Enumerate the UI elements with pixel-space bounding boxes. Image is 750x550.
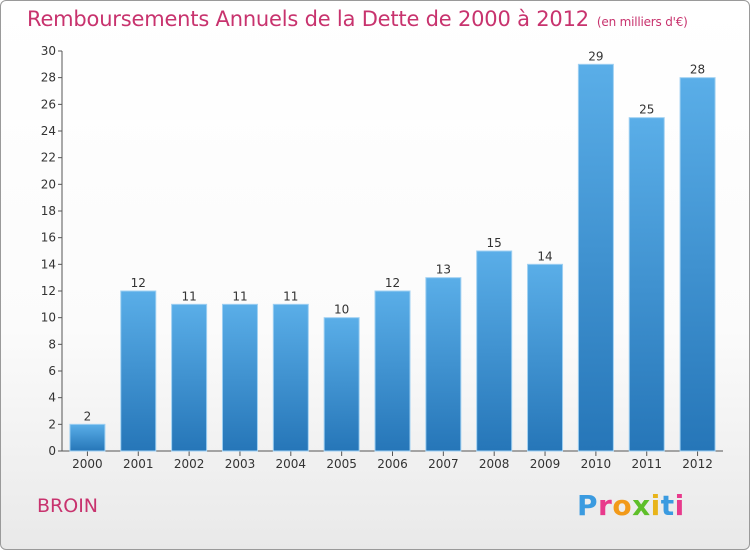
bar-2010 — [577, 63, 614, 452]
logo-letter: x — [632, 489, 651, 522]
x-tick-label: 2010 — [581, 457, 612, 471]
bar-2009 — [527, 263, 564, 452]
logo-letter: P — [577, 489, 599, 522]
chart-unit: (en milliers d'€) — [596, 15, 688, 29]
logo-letter: i — [650, 489, 661, 522]
x-tick-label: 2005 — [326, 457, 357, 471]
bar-value-label: 11 — [232, 289, 247, 303]
y-tick-label: 2 — [48, 417, 56, 431]
bar-value-label: 29 — [588, 49, 603, 63]
location-name: BROIN — [37, 495, 99, 517]
y-tick-label: 12 — [41, 284, 56, 298]
bar-2007 — [425, 277, 462, 452]
y-tick-label: 24 — [41, 124, 56, 138]
x-tick-label: 2004 — [276, 457, 307, 471]
bar-value-label: 25 — [639, 103, 654, 117]
x-tick-label: 2006 — [377, 457, 408, 471]
bar-value-label: 11 — [181, 289, 196, 303]
bar-2002 — [171, 303, 208, 452]
bar-value-label: 2 — [84, 409, 92, 423]
bar-2004 — [272, 303, 309, 452]
y-tick-label: 10 — [41, 311, 56, 325]
bar-2001 — [120, 290, 157, 452]
x-tick-label: 2001 — [123, 457, 154, 471]
bar-value-label: 12 — [131, 276, 146, 290]
bar-2003 — [221, 303, 258, 452]
proxiti-logo: Proxiti — [577, 489, 685, 522]
bar-2008 — [476, 250, 513, 452]
y-tick-label: 26 — [41, 97, 56, 111]
logo-letter: o — [612, 489, 633, 522]
y-tick-label: 14 — [41, 257, 56, 271]
y-tick-label: 22 — [41, 151, 56, 165]
x-tick-label: 2012 — [682, 457, 713, 471]
y-tick-label: 16 — [41, 231, 56, 245]
y-tick-label: 6 — [48, 364, 56, 378]
x-tick-label: 2002 — [174, 457, 205, 471]
x-tick-label: 2000 — [72, 457, 103, 471]
y-tick-label: 4 — [48, 391, 56, 405]
x-tick-label: 2011 — [631, 457, 662, 471]
y-tick-label: 18 — [41, 204, 56, 218]
bar-value-label: 28 — [690, 63, 705, 77]
bar-value-label: 12 — [385, 276, 400, 290]
x-tick-label: 2007 — [428, 457, 459, 471]
y-tick-label: 28 — [41, 71, 56, 85]
y-tick-label: 8 — [48, 337, 56, 351]
bar-value-label: 13 — [436, 263, 451, 277]
y-tick-label: 30 — [41, 44, 56, 58]
bar-2011 — [628, 117, 665, 452]
y-tick-label: 20 — [41, 177, 56, 191]
bar-2005 — [323, 317, 360, 452]
logo-letter: r — [598, 489, 613, 522]
y-tick-label: 0 — [48, 444, 56, 458]
bar-2006 — [374, 290, 411, 452]
logo-letter: t — [660, 489, 675, 522]
bar-2000 — [69, 423, 106, 452]
x-tick-label: 2003 — [225, 457, 256, 471]
bar-value-label: 10 — [334, 303, 349, 317]
bar-value-label: 11 — [283, 289, 298, 303]
bar-value-label: 15 — [487, 236, 502, 250]
bar-value-label: 14 — [537, 249, 552, 263]
x-tick-label: 2008 — [479, 457, 510, 471]
chart-title: Remboursements Annuels de la Dette de 20… — [27, 7, 688, 31]
logo-letter: i — [674, 489, 685, 522]
x-tick-label: 2009 — [530, 457, 561, 471]
bar-2012 — [679, 77, 716, 452]
